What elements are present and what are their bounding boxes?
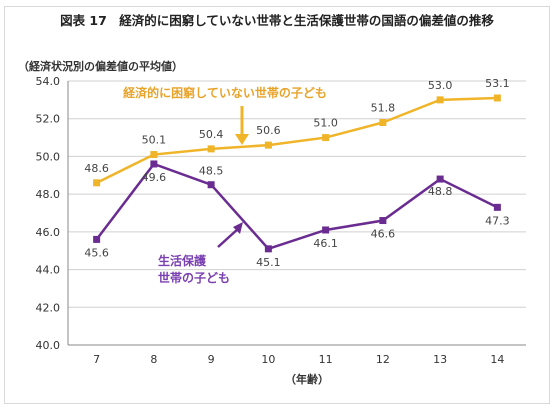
series-label-not-poor: 経済的に困窮していない世帯の子ども: [123, 85, 327, 100]
data-point: [93, 235, 101, 243]
series-line-not-poor: [96, 96, 498, 184]
x-tick-label: 14: [490, 353, 504, 366]
data-point: [264, 245, 272, 253]
data-label: 45.1: [256, 256, 281, 269]
x-tick-label: 9: [208, 353, 215, 366]
data-label: 48.8: [428, 185, 453, 198]
data-point: [322, 226, 330, 234]
data-label: 46.6: [371, 228, 396, 241]
data-label: 46.1: [313, 237, 338, 250]
y-tick-label: 46.0: [36, 226, 61, 239]
series-line-welfare: [95, 162, 498, 251]
y-tick-label: 42.0: [36, 301, 61, 314]
annotation-arrow-head: [233, 222, 243, 234]
data-point: [93, 179, 101, 187]
x-tick-label: 11: [319, 353, 333, 366]
data-label: 53.0: [428, 79, 453, 92]
y-tick-label: 50.0: [36, 150, 61, 163]
x-tick-label: 12: [376, 353, 390, 366]
y-tick-label: 44.0: [36, 264, 61, 277]
data-point: [150, 151, 158, 159]
data-label: 47.3: [485, 214, 510, 227]
data-point: [207, 145, 215, 153]
data-label: 49.6: [142, 171, 167, 184]
series-label-welfare-line2: 世帯の子ども: [158, 270, 230, 285]
data-label: 50.1: [142, 134, 167, 147]
data-label: 48.6: [84, 162, 109, 175]
y-tick-label: 48.0: [36, 188, 61, 201]
x-axis-label: （年齢）: [285, 372, 329, 386]
chart-title: 図表 17 経済的に困窮していない世帯と生活保護世帯の国語の偏差値の推移: [60, 13, 494, 28]
x-tick-label: 13: [433, 353, 447, 366]
data-label: 50.6: [256, 124, 281, 137]
data-point: [379, 217, 387, 225]
data-point: [493, 203, 501, 211]
data-point: [436, 96, 444, 104]
data-point: [379, 118, 387, 126]
data-label: 48.5: [199, 165, 224, 178]
data-point: [150, 160, 158, 168]
annotation-arrow-head: [235, 134, 249, 145]
data-point: [264, 141, 272, 149]
x-tick-label: 10: [261, 353, 275, 366]
data-label: 53.1: [485, 77, 510, 90]
data-point: [322, 134, 330, 142]
y-axis-label: （経済状況別の偏差値の平均値）: [18, 60, 183, 73]
data-label: 51.8: [371, 101, 396, 114]
series-label-welfare-line1: 生活保護: [158, 253, 207, 268]
data-point: [493, 94, 501, 102]
data-point: [207, 181, 215, 189]
chart-frame: [4, 6, 550, 404]
y-tick-label: 52.0: [36, 113, 61, 126]
data-label: 45.6: [84, 246, 109, 259]
data-label: 50.4: [199, 128, 224, 141]
y-tick-label: 54.0: [36, 75, 61, 88]
data-point: [436, 175, 444, 183]
annotation-arrow-shaft: [217, 227, 240, 248]
x-tick-label: 8: [150, 353, 157, 366]
x-tick-label: 7: [93, 353, 100, 366]
data-label: 51.0: [313, 117, 338, 130]
y-tick-label: 40.0: [36, 339, 61, 352]
